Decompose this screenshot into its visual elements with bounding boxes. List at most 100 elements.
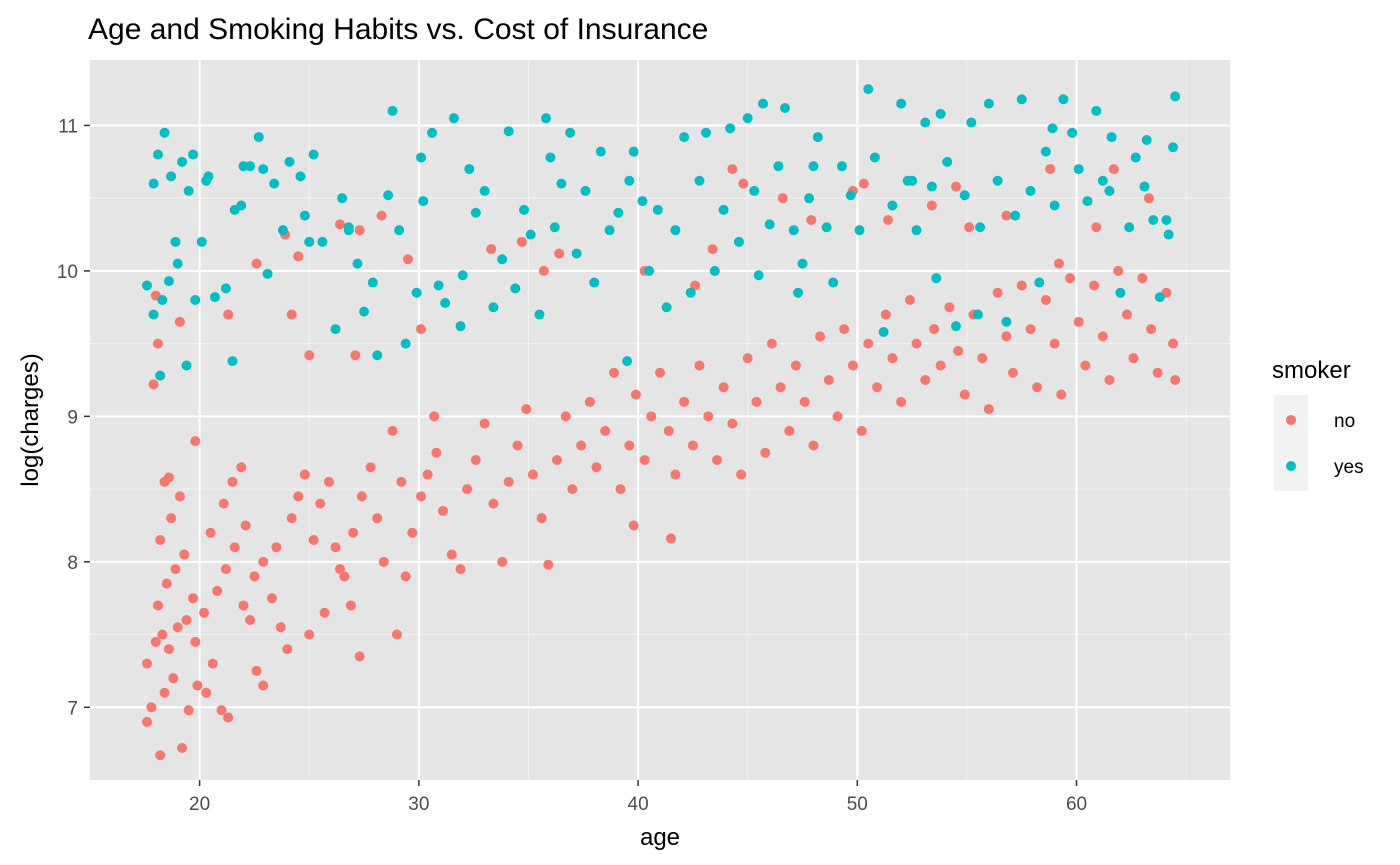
point-no <box>992 287 1003 298</box>
point-yes <box>911 225 922 236</box>
point-no <box>168 673 179 684</box>
point-yes <box>181 360 192 371</box>
point-yes <box>304 236 315 247</box>
point-no <box>959 389 970 400</box>
point-yes <box>258 164 269 175</box>
point-yes <box>416 152 427 163</box>
legend: smoker no yes <box>1272 357 1364 491</box>
point-no <box>334 564 345 575</box>
point-no <box>251 665 262 676</box>
point-no <box>470 455 481 465</box>
point-yes <box>295 171 306 182</box>
point-no <box>1080 360 1091 371</box>
point-no <box>727 418 738 429</box>
point-yes <box>148 178 159 189</box>
point-no <box>350 350 361 361</box>
point-no <box>503 476 514 487</box>
point-no <box>1121 309 1132 320</box>
point-no <box>608 367 619 378</box>
point-no <box>220 564 231 575</box>
legend-label-yes: yes <box>1334 457 1364 478</box>
point-yes <box>284 156 295 167</box>
point-no <box>600 425 611 436</box>
point-yes <box>992 175 1003 186</box>
point-no <box>663 425 674 436</box>
point-no <box>159 687 170 698</box>
point-no <box>245 615 256 625</box>
point-no <box>218 498 229 509</box>
point-yes <box>503 126 514 137</box>
point-yes <box>201 175 212 186</box>
point-yes <box>238 161 249 172</box>
point-no <box>872 382 883 393</box>
point-yes <box>383 190 394 201</box>
point-yes <box>773 161 784 172</box>
point-yes <box>457 270 468 281</box>
point-no <box>402 254 413 265</box>
point-yes <box>262 268 273 279</box>
point-yes <box>1049 200 1060 211</box>
y-tick-label: 11 <box>58 116 78 137</box>
point-no <box>512 440 523 451</box>
point-yes <box>950 321 961 332</box>
point-no <box>944 302 955 313</box>
point-no <box>251 258 262 269</box>
point-no <box>1137 273 1148 284</box>
point-yes <box>679 132 690 143</box>
y-axis-title: log(charges) <box>17 353 44 486</box>
point-no <box>354 225 365 236</box>
point-no <box>858 178 869 189</box>
point-no <box>1128 353 1139 364</box>
point-yes <box>725 123 736 134</box>
point-yes <box>541 113 551 124</box>
point-no <box>258 680 269 691</box>
point-yes <box>788 225 799 236</box>
point-no <box>275 622 286 633</box>
point-no <box>455 564 466 575</box>
point-yes <box>896 98 907 109</box>
point-yes <box>337 193 348 204</box>
point-yes <box>652 204 663 215</box>
point-no <box>299 469 310 480</box>
point-no <box>856 425 867 436</box>
point-no <box>1016 280 1027 291</box>
x-axis: 20 30 40 50 60 <box>189 780 1087 815</box>
point-yes <box>694 175 705 186</box>
point-no <box>348 527 359 538</box>
point-yes <box>488 302 499 313</box>
point-no <box>790 360 801 371</box>
point-no <box>670 469 681 480</box>
point-yes <box>299 210 310 221</box>
point-yes <box>604 225 615 236</box>
point-no <box>554 248 565 259</box>
point-no <box>950 181 961 192</box>
point-no <box>1064 273 1075 284</box>
point-no <box>462 484 473 495</box>
point-no <box>323 476 334 487</box>
legend-key-yes <box>1286 461 1296 471</box>
point-yes <box>172 258 183 269</box>
point-no <box>293 251 304 262</box>
point-no <box>863 338 874 349</box>
point-yes <box>1010 210 1021 221</box>
point-yes <box>157 295 168 305</box>
point-yes <box>183 185 194 196</box>
point-no <box>212 585 223 596</box>
point-yes <box>1091 105 1102 116</box>
point-no <box>227 476 238 487</box>
chart-title: Age and Smoking Habits vs. Cost of Insur… <box>88 13 708 46</box>
point-no <box>488 498 499 509</box>
point-no <box>216 705 227 716</box>
point-no <box>1040 295 1051 305</box>
point-yes <box>845 190 856 201</box>
point-no <box>163 472 174 483</box>
point-yes <box>797 258 808 269</box>
point-yes <box>352 258 363 269</box>
point-no <box>157 629 168 640</box>
point-yes <box>887 200 898 211</box>
point-yes <box>142 280 152 291</box>
point-yes <box>470 207 481 218</box>
point-no <box>742 353 753 364</box>
point-yes <box>821 222 832 233</box>
point-no <box>775 382 786 393</box>
